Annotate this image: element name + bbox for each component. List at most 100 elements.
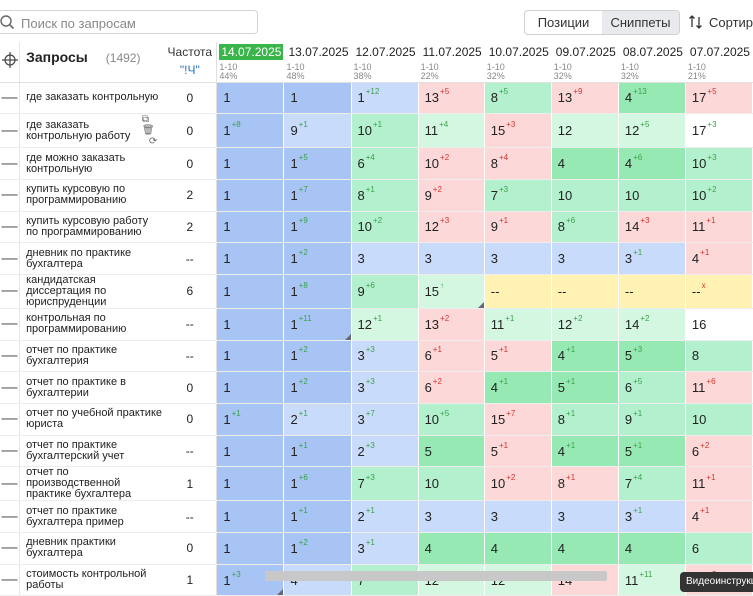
position-cell[interactable]: 1+8	[283, 274, 352, 309]
position-cell[interactable]: 11+1	[685, 211, 753, 244]
position-cell[interactable]: 4+13	[618, 82, 686, 115]
position-cell[interactable]: 3+3	[351, 371, 419, 404]
query-cell[interactable]: отчет по учебной практике юриста	[19, 403, 164, 436]
position-cell[interactable]: 1+2	[283, 532, 352, 565]
sort-button[interactable]: Сортировка	[688, 10, 753, 34]
row-collapse-control[interactable]: —	[0, 532, 21, 565]
position-cell[interactable]: 15↑	[418, 274, 485, 309]
position-cell[interactable]: 1	[216, 308, 285, 341]
position-cell[interactable]: 1+7	[283, 179, 352, 212]
position-cell[interactable]: 14+2	[618, 308, 686, 341]
tab-snippets[interactable]: Сниппеты	[602, 11, 679, 34]
position-cell[interactable]: 5+1	[484, 435, 552, 468]
position-cell[interactable]: 3+1	[351, 532, 419, 565]
row-collapse-control[interactable]: —	[0, 466, 21, 502]
query-cell[interactable]: где заказать контрольную	[19, 82, 164, 115]
position-cell[interactable]: 1	[216, 147, 285, 180]
position-cell[interactable]: 5+1	[618, 435, 686, 468]
position-cell[interactable]: 9+6	[351, 274, 419, 309]
position-cell[interactable]: 3+1	[618, 242, 686, 275]
external-link-icon[interactable]: ⧉ 🗑	[141, 114, 155, 137]
query-cell[interactable]: отчет по практике бухгалтерский учет	[19, 435, 164, 468]
query-cell[interactable]: где заказать контрольную работу ⧉ 🗑 ⟳	[19, 113, 164, 149]
position-cell[interactable]: 4	[484, 532, 552, 565]
position-cell[interactable]: 13+9	[551, 82, 619, 115]
query-cell[interactable]: дневник практики бухгалтера	[19, 532, 164, 565]
row-collapse-control[interactable]: —	[0, 564, 21, 596]
date-column-header[interactable]: 09.07.2025 1-10 32%	[551, 42, 619, 83]
position-cell[interactable]: 3	[418, 500, 485, 534]
position-cell[interactable]: 6+1	[418, 340, 485, 373]
position-cell[interactable]: 16	[685, 308, 753, 341]
position-cell[interactable]: 3+3	[351, 340, 419, 373]
position-cell[interactable]: 10+3	[685, 147, 753, 180]
date-column-header[interactable]: 07.07.2025 1-10 21%	[685, 42, 753, 83]
position-cell[interactable]: 11+6	[685, 371, 753, 404]
position-cell[interactable]: 10	[418, 466, 485, 502]
position-cell[interactable]: --	[618, 274, 686, 309]
date-column-header[interactable]: 12.07.2025 1-10 38%	[351, 42, 419, 83]
position-cell[interactable]: 10+2	[351, 211, 419, 244]
position-cell[interactable]: 4	[551, 147, 619, 180]
row-collapse-control[interactable]: —	[0, 340, 21, 373]
position-cell[interactable]: --	[551, 274, 619, 309]
target-column-header[interactable]	[0, 42, 21, 83]
position-cell[interactable]: 11+1	[685, 466, 753, 502]
position-cell[interactable]: 5+1	[551, 371, 619, 404]
row-collapse-control[interactable]: —	[0, 242, 21, 275]
refresh-icon[interactable]: ⟳	[148, 136, 158, 148]
search-input[interactable]	[19, 13, 243, 33]
position-cell[interactable]: 4	[551, 532, 619, 565]
position-cell[interactable]: 1	[216, 274, 285, 309]
position-cell[interactable]: 1	[216, 179, 285, 212]
row-collapse-control[interactable]: —	[0, 308, 21, 341]
position-cell[interactable]: 3	[551, 242, 619, 275]
position-cell[interactable]: 9+1	[618, 403, 686, 436]
row-collapse-control[interactable]: —	[0, 500, 21, 534]
position-cell[interactable]: 12+3	[418, 211, 485, 244]
position-cell[interactable]: 3+7	[351, 403, 419, 436]
position-cell[interactable]: 1	[216, 242, 285, 275]
position-cell[interactable]: 1+8	[216, 113, 285, 149]
position-cell[interactable]: 3	[484, 242, 552, 275]
position-cell[interactable]: 15+7	[484, 403, 552, 436]
position-cell[interactable]: 1+2	[283, 242, 352, 275]
position-cell[interactable]: 1+11	[283, 308, 352, 341]
position-cell[interactable]: 3	[551, 500, 619, 534]
row-collapse-control[interactable]: —	[0, 179, 21, 212]
position-cell[interactable]: 3	[418, 242, 485, 275]
query-cell[interactable]: отчет по производственной практике бухга…	[19, 466, 164, 502]
position-cell[interactable]: 11+11	[618, 564, 686, 596]
position-cell[interactable]: 12	[551, 113, 619, 149]
position-cell[interactable]: 6+5	[618, 371, 686, 404]
row-collapse-control[interactable]: —	[0, 82, 21, 115]
position-cell[interactable]: 1+12	[351, 82, 419, 115]
position-cell[interactable]: 2+3	[351, 435, 419, 468]
position-cell[interactable]: 10	[685, 403, 753, 436]
date-column-header[interactable]: 11.07.2025 1-10 22%	[418, 42, 485, 83]
position-cell[interactable]: --x	[685, 274, 753, 309]
row-collapse-control[interactable]: —	[0, 147, 21, 180]
position-cell[interactable]: 4	[618, 532, 686, 565]
query-cell[interactable]: где можно заказать контрольную	[19, 147, 164, 180]
position-cell[interactable]: 10+2	[484, 466, 552, 502]
position-cell[interactable]: 4	[418, 532, 485, 565]
position-cell[interactable]: 7+4	[618, 466, 686, 502]
row-collapse-control[interactable]: —	[0, 113, 21, 149]
position-cell[interactable]: 15+3	[484, 113, 552, 149]
position-cell[interactable]: 6+2	[685, 435, 753, 468]
position-cell[interactable]: 1+2	[283, 340, 352, 373]
position-cell[interactable]: 17+5	[685, 82, 753, 115]
queries-column-header[interactable]: Запросы (1492)	[19, 42, 164, 83]
query-cell[interactable]: дневник по практике бухгалтера	[19, 242, 164, 275]
position-cell[interactable]: 5	[418, 435, 485, 468]
position-cell[interactable]: 1+1	[283, 500, 352, 534]
position-cell[interactable]: 8+4	[484, 147, 552, 180]
position-cell[interactable]: 9+1	[484, 211, 552, 244]
query-cell[interactable]: купить курсовую работу по программирован…	[19, 211, 164, 244]
position-cell[interactable]: 1	[216, 466, 285, 502]
position-cell[interactable]: 3	[484, 500, 552, 534]
position-cell[interactable]: 4+1	[685, 500, 753, 534]
position-cell[interactable]: 1	[216, 532, 285, 565]
position-cell[interactable]: 8	[685, 340, 753, 373]
